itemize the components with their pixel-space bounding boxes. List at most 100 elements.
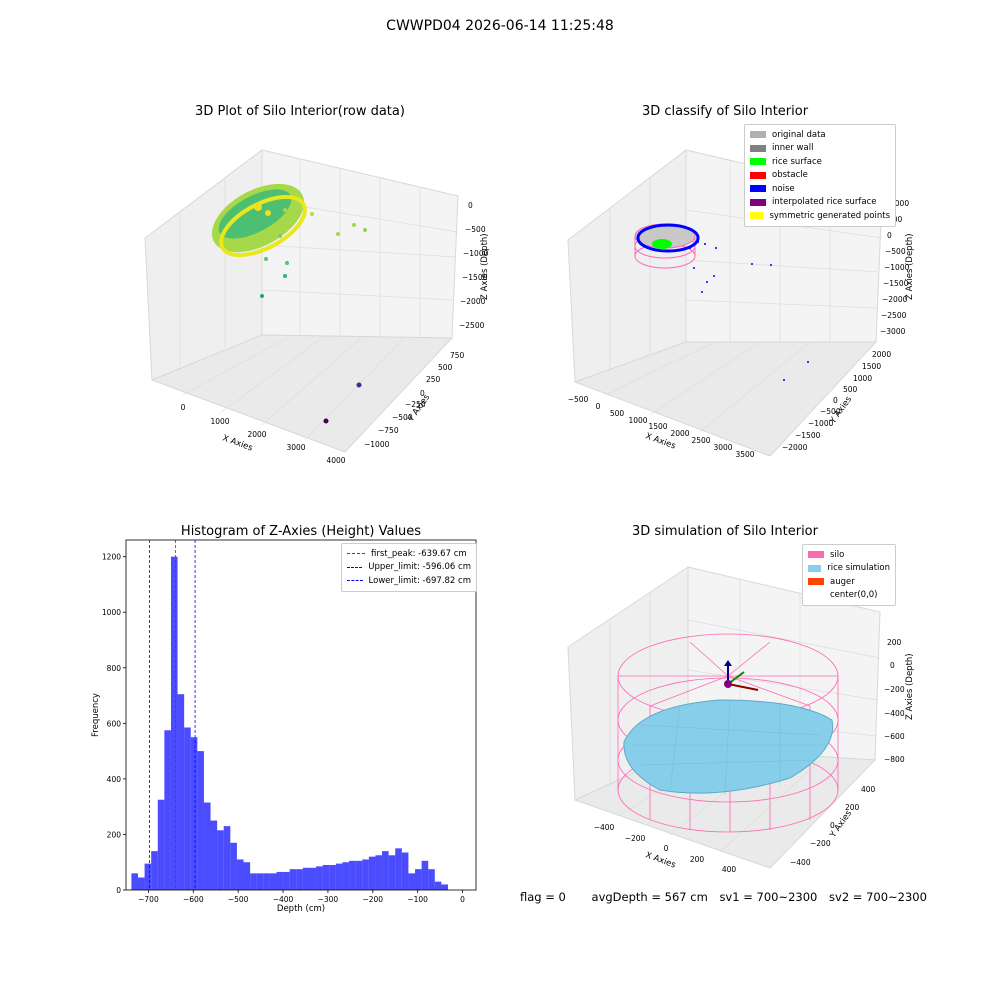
svg-text:−2500: −2500 bbox=[459, 321, 485, 330]
svg-text:200: 200 bbox=[845, 803, 860, 812]
histogram-bar bbox=[210, 820, 218, 890]
histogram-y-label: Frequency bbox=[91, 693, 101, 737]
raw-y-ticks: 750 500 250 0 −250 −500 −750 −1000 bbox=[364, 351, 465, 449]
status-avg-depth: avgDepth = 567 cm bbox=[591, 890, 708, 904]
histogram-legend: first_peak: -639.67 cm Upper_limit: -596… bbox=[341, 543, 477, 592]
svg-text:1500: 1500 bbox=[862, 362, 881, 371]
histogram-x-tick-label: −500 bbox=[228, 895, 249, 904]
svg-text:−200: −200 bbox=[810, 839, 831, 848]
histogram-bar bbox=[151, 851, 158, 890]
classify-legend: original data inner wall rice surface ob… bbox=[744, 124, 896, 227]
histogram-y-tick-label: 600 bbox=[107, 719, 122, 728]
histogram-x-tick-label: −300 bbox=[318, 895, 339, 904]
svg-text:−600: −600 bbox=[884, 732, 905, 741]
legend-swatch bbox=[750, 171, 766, 179]
histogram-bar bbox=[203, 802, 211, 890]
legend-swatch bbox=[750, 158, 766, 166]
svg-text:0: 0 bbox=[596, 402, 601, 411]
svg-text:−1000: −1000 bbox=[884, 263, 910, 272]
simulation-z-label: Z Axies (Depth) bbox=[905, 653, 915, 720]
histogram-bar bbox=[289, 869, 297, 890]
svg-text:500: 500 bbox=[843, 385, 858, 394]
raw-y-label: Y Axies bbox=[406, 392, 433, 424]
histogram-bar bbox=[302, 867, 310, 890]
classify-x-label: X Axies bbox=[644, 431, 677, 451]
legend-item: rice surface bbox=[750, 155, 890, 169]
svg-text:−400: −400 bbox=[790, 858, 811, 867]
histogram-y-tick-label: 400 bbox=[107, 775, 122, 784]
svg-text:−500: −500 bbox=[568, 395, 589, 404]
svg-text:−2500: −2500 bbox=[881, 311, 907, 320]
simulation-y-label: Y Axies bbox=[828, 808, 855, 840]
legend-swatch bbox=[750, 212, 764, 220]
histogram-bar bbox=[329, 865, 336, 890]
center-marker bbox=[724, 660, 759, 691]
histogram-bar bbox=[349, 860, 356, 890]
svg-text:−400: −400 bbox=[594, 823, 615, 832]
histogram-y-tick-label: 800 bbox=[107, 664, 122, 673]
histogram-frame bbox=[125, 539, 477, 891]
simulation-x-label: X Axies bbox=[644, 850, 677, 870]
svg-text:−1000: −1000 bbox=[364, 440, 390, 449]
legend-swatch bbox=[750, 144, 766, 152]
histogram-x-tick-label: −700 bbox=[138, 895, 159, 904]
raw-x-tick: 1000 bbox=[210, 417, 229, 426]
histogram-bar bbox=[236, 859, 244, 890]
histogram-bar bbox=[382, 851, 389, 890]
histogram-bar bbox=[421, 860, 429, 890]
histogram-bar bbox=[355, 860, 363, 890]
svg-text:0: 0 bbox=[468, 201, 473, 210]
legend-item: symmetric generated points bbox=[750, 209, 890, 223]
histogram-bar bbox=[177, 694, 185, 890]
raw-x-tick: 2000 bbox=[247, 430, 266, 439]
legend-swatch bbox=[750, 185, 766, 193]
classify-rice-surface bbox=[652, 239, 672, 249]
svg-text:3500: 3500 bbox=[735, 450, 754, 459]
figure-title: CWWPD04 2026-06-14 11:25:48 bbox=[386, 18, 614, 34]
histogram-x-tick-label: −100 bbox=[407, 895, 428, 904]
histogram-y-tick-label: 1000 bbox=[102, 608, 121, 617]
svg-text:2000: 2000 bbox=[872, 350, 891, 359]
svg-text:−500: −500 bbox=[820, 407, 841, 416]
svg-text:−2000: −2000 bbox=[460, 297, 486, 306]
legend-item: interpolated rice surface bbox=[750, 196, 890, 210]
legend-line bbox=[347, 580, 363, 582]
legend-swatch bbox=[808, 591, 824, 599]
svg-text:−500: −500 bbox=[392, 413, 413, 422]
histogram-bar bbox=[250, 873, 257, 890]
svg-text:250: 250 bbox=[426, 375, 441, 384]
legend-item: first_peak: -639.67 cm bbox=[347, 547, 471, 561]
legend-swatch bbox=[750, 198, 766, 206]
raw-z-label: Z Axies (Depth) bbox=[480, 233, 490, 300]
raw-x-tick: 0 bbox=[181, 403, 186, 412]
histogram-bar bbox=[395, 848, 402, 890]
raw-plot-title: 3D Plot of Silo Interior(row data) bbox=[195, 104, 405, 119]
svg-text:2000: 2000 bbox=[670, 429, 689, 438]
svg-text:−500: −500 bbox=[885, 247, 906, 256]
histogram-bar bbox=[375, 855, 383, 890]
svg-text:0: 0 bbox=[664, 844, 669, 853]
histogram-bar bbox=[401, 852, 409, 890]
svg-text:−800: −800 bbox=[884, 755, 905, 764]
svg-text:−2000: −2000 bbox=[782, 443, 808, 452]
legend-line bbox=[347, 566, 363, 568]
histogram-bar bbox=[335, 863, 343, 890]
histogram-bar bbox=[309, 867, 317, 890]
svg-text:0: 0 bbox=[890, 661, 895, 670]
raw-x-ticks: 0 1000 2000 3000 4000 bbox=[181, 403, 346, 465]
raw-z-ticks: 0 −500 −1000 −1500 −2000 −2500 bbox=[459, 201, 489, 330]
histogram-title: Histogram of Z-Axies (Height) Values bbox=[180, 524, 422, 539]
histogram-x-tick-label: 0 bbox=[460, 895, 465, 904]
svg-text:−1500: −1500 bbox=[462, 273, 488, 282]
svg-text:−2000: −2000 bbox=[882, 295, 908, 304]
status-line: flag = 0 avgDepth = 567 cm sv1 = 700~230… bbox=[520, 890, 935, 904]
legend-item: inner wall bbox=[750, 142, 890, 156]
histogram-bar bbox=[197, 751, 204, 890]
svg-text:1000: 1000 bbox=[853, 374, 872, 383]
histogram-x-tick-label: −200 bbox=[362, 895, 383, 904]
svg-text:−500: −500 bbox=[465, 225, 486, 234]
histogram-y-tick-label: 1200 bbox=[102, 553, 121, 562]
svg-text:−3000: −3000 bbox=[880, 327, 906, 336]
raw-ring-inner bbox=[218, 189, 292, 239]
classify-plot-title: 3D classify of Silo Interior bbox=[641, 104, 809, 119]
